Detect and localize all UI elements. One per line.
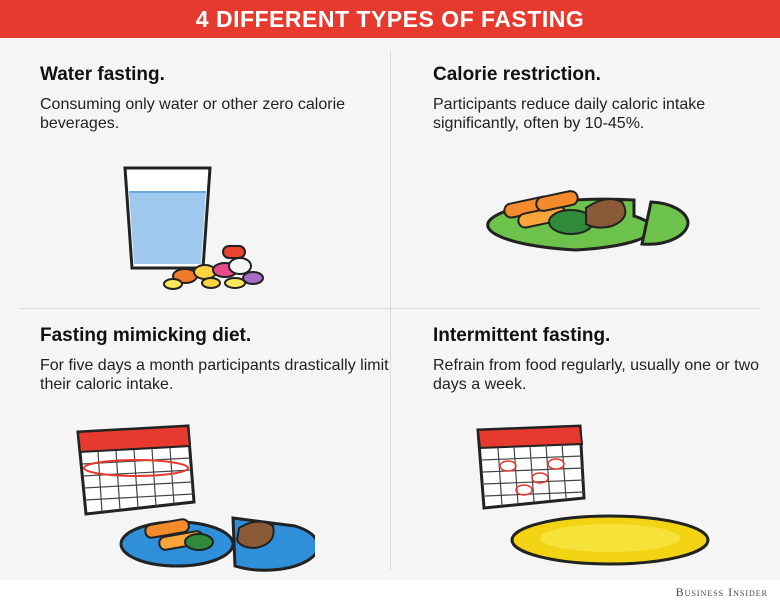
panel-description: For five days a month participants drast… (40, 357, 389, 393)
panel-title: Water fasting. (40, 64, 165, 85)
panel-description: Consuming only water or other zero calor… (40, 96, 346, 132)
panel-title: Fasting mimicking diet. (40, 325, 252, 346)
panel-title: Intermittent fasting. (433, 325, 611, 346)
yellow-plate-icon (510, 514, 710, 566)
panel-intermittent-fasting: Intermittent fasting. Refrain from food … (433, 325, 780, 394)
panel-description: Participants reduce daily caloric intake… (433, 96, 706, 132)
panel-title: Calorie restriction. (433, 64, 601, 85)
panel-water-fasting: Water fasting. Consuming only water or o… (40, 64, 400, 133)
blue-plate-icon (119, 516, 315, 572)
calendar-icon (76, 424, 196, 516)
pills-icon (163, 245, 264, 290)
panel-calorie-restriction: Calorie restriction. Participants reduce… (433, 64, 780, 133)
green-plate-icon (486, 190, 690, 252)
panel-fasting-mimicking-diet: Fasting mimicking diet. For five days a … (40, 325, 400, 394)
calendar-icon (476, 424, 586, 510)
panel-description: Refrain from food regularly, usually one… (433, 357, 760, 393)
water-glass-icon (123, 166, 264, 290)
page-header: 4 DIFFERENT TYPES OF FASTING (0, 0, 780, 38)
vertical-divider (390, 50, 391, 570)
footer: Business Insider (0, 580, 780, 605)
horizontal-divider (20, 308, 760, 309)
brand-logo: Business Insider (675, 585, 768, 599)
page-title: 4 DIFFERENT TYPES OF FASTING (195, 6, 585, 32)
